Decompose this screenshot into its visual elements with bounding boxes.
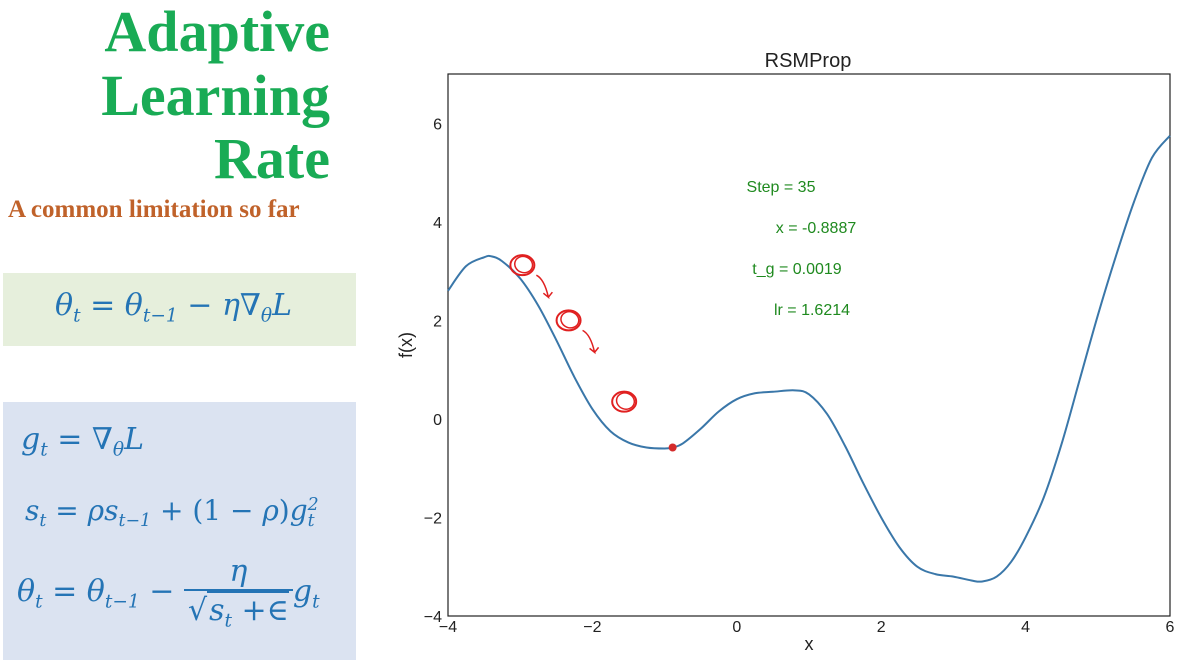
chart-title: RSMProp xyxy=(765,50,852,72)
title-line-1: Adaptive xyxy=(104,0,330,64)
annotation-text: lr = 1.6214 xyxy=(774,302,850,319)
ink-circle-stroke xyxy=(514,255,534,274)
x-tick-label: 0 xyxy=(732,619,741,636)
y-tick-label: −4 xyxy=(424,609,442,626)
x-axis-label: x xyxy=(805,634,814,654)
x-tick-label: 6 xyxy=(1166,619,1175,636)
title-line-3: Rate xyxy=(214,126,330,191)
ink-circle-stroke xyxy=(615,392,636,410)
gradient-equation: gt = ∇θL xyxy=(21,422,144,461)
x-tick-labels: −4 −2 0 2 4 6 xyxy=(439,619,1175,636)
series-line xyxy=(447,134,1171,583)
parameter-update-equation: θt = θt−1 − η √st +∈ gt xyxy=(17,554,320,632)
plot-frame xyxy=(447,73,1171,617)
x-tick-label: −4 xyxy=(439,619,457,636)
ink-arrow xyxy=(582,329,600,355)
y-tick-labels: −4 −2 0 2 4 6 xyxy=(424,116,442,626)
title-line-2: Learning xyxy=(101,63,330,128)
ink-circle-stroke xyxy=(560,310,580,329)
y-tick-label: 0 xyxy=(433,412,442,429)
current-point xyxy=(668,443,677,452)
y-tick-label: −2 xyxy=(424,510,442,527)
x-tick-label: 4 xyxy=(1021,619,1030,636)
y-tick-label: 2 xyxy=(433,313,442,330)
y-tick-label: 6 xyxy=(433,116,442,133)
y-tick-label: 4 xyxy=(433,215,442,232)
update-rule-equation: θt = θt−1 − η∇θL xyxy=(55,288,293,327)
ink-arrow xyxy=(535,274,553,300)
ink-circle xyxy=(509,254,536,277)
update-rule-box: θt = θt−1 − η∇θL xyxy=(3,273,356,346)
rmsprop-equations-box: gt = ∇θL st = ρst−1 + (1 − ρ)gt2 θt = θt… xyxy=(3,402,356,660)
x-tick-label: 2 xyxy=(877,619,886,636)
annotation-text: Step = 35 xyxy=(747,179,816,196)
ink-circle xyxy=(611,390,638,413)
annotation-texts: Step = 35 x = -0.8887 t_g = 0.0019 lr = 1.6… xyxy=(747,179,857,319)
subtitle: A common limitation so far xyxy=(8,196,300,223)
ink-circle xyxy=(555,309,582,332)
y-axis-label: f(x) xyxy=(396,332,416,358)
annotation-text: t_g = 0.0019 xyxy=(752,261,842,278)
squared-gradient-equation: st = ρst−1 + (1 − ρ)gt2 xyxy=(25,494,319,532)
x-tick-label: −2 xyxy=(583,619,601,636)
ink-annotations xyxy=(509,254,638,413)
annotation-text: x = -0.8887 xyxy=(776,220,857,237)
